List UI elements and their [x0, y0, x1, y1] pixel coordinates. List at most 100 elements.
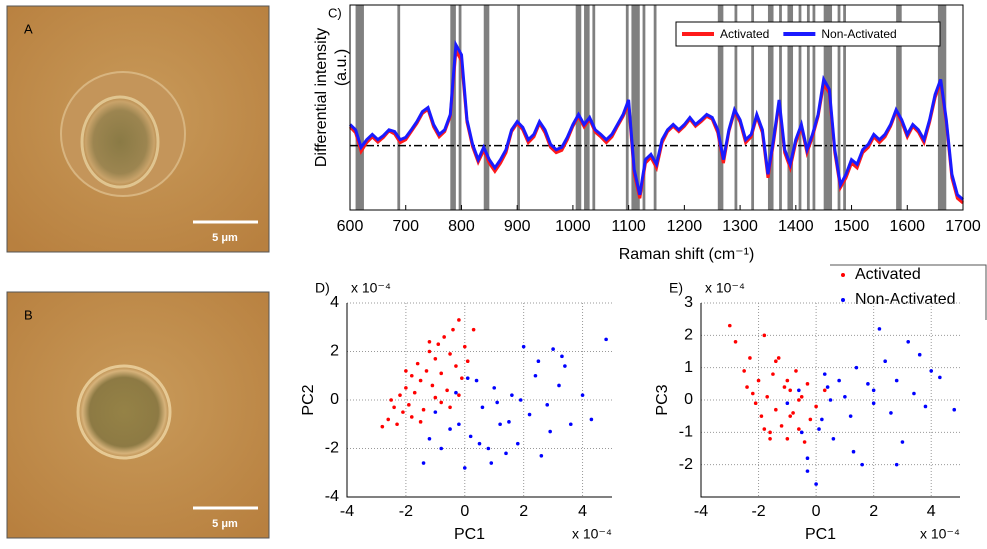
plot-frame — [349, 4, 964, 211]
significance-band — [806, 5, 810, 210]
point — [424, 369, 429, 373]
point — [415, 361, 420, 366]
point — [486, 446, 491, 451]
point — [794, 369, 798, 373]
point — [799, 430, 804, 435]
point — [848, 414, 853, 418]
x-tick-label: -2 — [751, 503, 765, 520]
point — [762, 427, 767, 431]
point — [854, 365, 859, 370]
x-axis-label: Raman shift (cm⁻¹) — [619, 246, 755, 263]
panel-label: B — [24, 307, 33, 322]
point — [580, 393, 585, 397]
significance-band — [653, 5, 657, 210]
point — [404, 386, 408, 390]
y-axis-label: Differential intensity — [313, 28, 330, 167]
point — [938, 375, 942, 380]
point — [468, 434, 473, 439]
point — [418, 378, 423, 383]
x-tick-label: 1700 — [945, 218, 981, 235]
y-tick-label: -2 — [679, 456, 693, 473]
legend-label: Non-Activated — [821, 27, 896, 41]
point — [768, 430, 772, 435]
significance-band — [787, 5, 794, 210]
x-tick-label: 1200 — [667, 218, 703, 235]
point — [477, 441, 482, 446]
point — [448, 352, 452, 356]
y-tick-label: 0 — [330, 391, 339, 408]
point — [433, 410, 438, 414]
y-axis-label: PC3 — [654, 384, 671, 415]
point — [797, 388, 801, 393]
point — [521, 344, 526, 349]
x-tick-label: 1400 — [778, 218, 814, 235]
point — [507, 420, 511, 424]
point — [433, 395, 438, 400]
point — [389, 398, 393, 402]
point — [771, 372, 775, 376]
x-axis-label: PC1 — [454, 526, 485, 543]
x-tick-label: 800 — [448, 218, 475, 235]
point — [808, 417, 813, 422]
significance-band — [843, 5, 846, 210]
cell — [76, 364, 172, 460]
point — [871, 388, 876, 393]
point — [404, 369, 408, 373]
point — [462, 466, 467, 470]
x-tick-label: 1000 — [555, 218, 591, 235]
significance-band — [717, 5, 724, 210]
x-tick-label: 2 — [869, 503, 878, 520]
point — [498, 422, 502, 427]
point — [451, 327, 455, 332]
point — [462, 344, 467, 349]
point — [427, 349, 432, 354]
point — [457, 318, 461, 322]
point — [894, 462, 899, 467]
significance-band — [642, 5, 646, 210]
y-tick-label: 2 — [684, 327, 693, 344]
point — [536, 359, 541, 364]
point — [762, 333, 767, 338]
significance-band — [483, 5, 490, 210]
point — [448, 405, 452, 410]
point — [398, 393, 402, 397]
point — [465, 376, 470, 380]
point — [465, 359, 470, 364]
x-tick-label: 1300 — [722, 218, 758, 235]
point — [395, 422, 399, 427]
legend-label: Activated — [720, 27, 769, 41]
point — [745, 385, 749, 389]
x-tick-label: 1600 — [889, 218, 925, 235]
significance-band — [937, 5, 947, 210]
point — [814, 482, 818, 486]
y-axis-unit: (a.u.) — [333, 49, 350, 86]
point — [785, 401, 790, 406]
point — [460, 376, 464, 380]
axes — [700, 303, 960, 498]
significance-band — [397, 5, 401, 210]
x-tick-label: 2 — [519, 503, 528, 520]
point — [906, 340, 910, 344]
point — [454, 390, 458, 395]
point — [504, 451, 508, 456]
point — [539, 453, 544, 458]
legend-label: Non-Activated — [855, 291, 956, 308]
panel-label: A — [24, 21, 33, 36]
point — [782, 385, 787, 389]
legend-marker — [841, 273, 845, 277]
x-tick-label: 600 — [337, 218, 364, 235]
x-tick-label: -2 — [399, 503, 413, 520]
point — [912, 391, 916, 396]
point — [386, 417, 391, 422]
point — [831, 437, 836, 441]
panel-label: E) — [669, 280, 683, 296]
point — [727, 323, 732, 328]
y-tick-label: -2 — [325, 440, 339, 457]
point — [427, 340, 432, 344]
significance-band — [584, 5, 590, 210]
y-multiplier: x 10⁻⁴ — [351, 280, 391, 296]
point — [454, 364, 458, 368]
point — [568, 422, 573, 427]
significance-band — [592, 5, 596, 210]
point — [774, 407, 778, 412]
